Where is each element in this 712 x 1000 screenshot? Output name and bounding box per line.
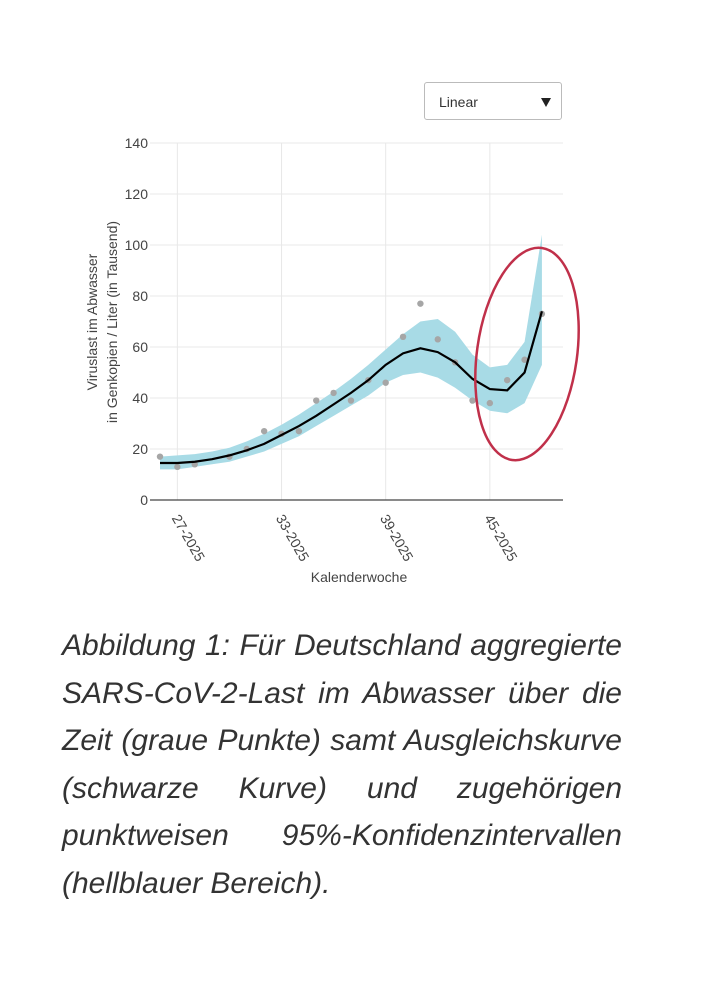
- data-point: [521, 356, 528, 363]
- data-point: [469, 397, 476, 404]
- data-point: [504, 376, 511, 384]
- y-tick-label: 140: [125, 135, 149, 151]
- data-point: [417, 300, 424, 307]
- y-tick-label: 0: [140, 492, 148, 508]
- data-point: [295, 427, 303, 435]
- data-point: [434, 336, 441, 343]
- y-tick-label: 40: [132, 390, 148, 406]
- data-point: [260, 427, 268, 435]
- x-axis-title: Kalenderwoche: [311, 569, 408, 585]
- y-tick-label: 100: [125, 237, 149, 253]
- data-point: [174, 463, 181, 471]
- x-tick-label: 45-2025: [481, 512, 521, 565]
- data-point: [399, 333, 407, 340]
- data-point: [156, 453, 164, 460]
- x-tick-label: 39-2025: [377, 512, 417, 565]
- fit-line: [160, 310, 543, 465]
- data-point: [347, 397, 355, 404]
- y-axis-title: in Genkopien / Liter (in Tausend): [104, 221, 120, 423]
- y-tick-label: 80: [132, 288, 148, 304]
- confidence-band: [160, 234, 542, 470]
- data-point: [382, 379, 389, 386]
- data-point: [313, 397, 320, 404]
- data-point: [486, 399, 494, 407]
- dropdown-arrow: [541, 98, 551, 107]
- highlight-ellipse: [474, 246, 580, 462]
- y-tick-label: 120: [125, 186, 149, 202]
- dropdown-value: Linear: [439, 94, 478, 110]
- scale-dropdown[interactable]: Linear: [424, 82, 562, 120]
- x-tick-label: 33-2025: [273, 512, 313, 565]
- chart: Viruslast im Abwasser in Genkopien / Lit…: [84, 135, 580, 585]
- x-tick-label: 27-2025: [169, 512, 209, 565]
- y-tick-label: 20: [132, 441, 148, 457]
- data-point: [330, 389, 337, 397]
- y-axis-title: Viruslast im Abwasser: [84, 253, 100, 390]
- y-tick-label: 60: [132, 339, 148, 355]
- caption: Abbildung 1: Für Deutschland aggregierte…: [62, 629, 622, 900]
